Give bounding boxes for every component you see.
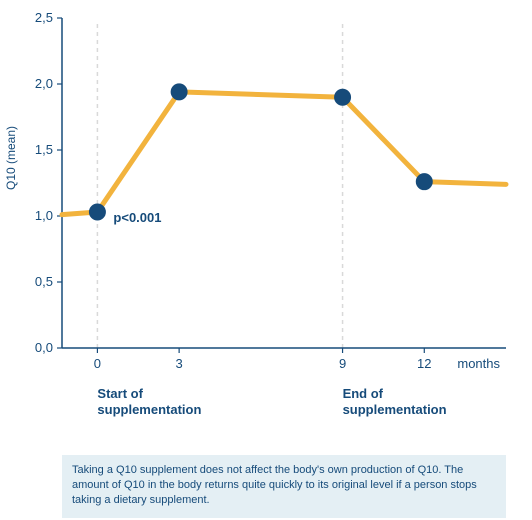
svg-text:1,0: 1,0 xyxy=(35,208,53,223)
end-supplementation-label: End ofsupplementation xyxy=(343,386,447,419)
chart-figure: 0,0 0,5 1,0 1,5 2,0 2,5 0 3 9 12 months Q10 (mean)… xyxy=(0,0,532,520)
svg-text:2,5: 2,5 xyxy=(35,10,53,25)
svg-text:0,0: 0,0 xyxy=(35,340,53,355)
chart-svg: 0,0 0,5 1,0 1,5 2,0 2,5 0 3 9 12 months xyxy=(0,0,532,520)
p-value-annotation: p<0.001 xyxy=(113,210,161,225)
caption-box: Taking a Q10 supplement does not affect … xyxy=(62,455,506,518)
y-axis-label: Q10 (mean) xyxy=(4,126,18,190)
caption-text: Taking a Q10 supplement does not affect … xyxy=(72,463,496,508)
svg-text:2,0: 2,0 xyxy=(35,76,53,91)
svg-text:12: 12 xyxy=(417,356,431,371)
svg-text:1,5: 1,5 xyxy=(35,142,53,157)
svg-text:9: 9 xyxy=(339,356,346,371)
svg-text:0,5: 0,5 xyxy=(35,274,53,289)
svg-text:months: months xyxy=(457,356,500,371)
svg-text:0: 0 xyxy=(94,356,101,371)
svg-text:3: 3 xyxy=(176,356,183,371)
start-supplementation-label: Start ofsupplementation xyxy=(97,386,201,419)
